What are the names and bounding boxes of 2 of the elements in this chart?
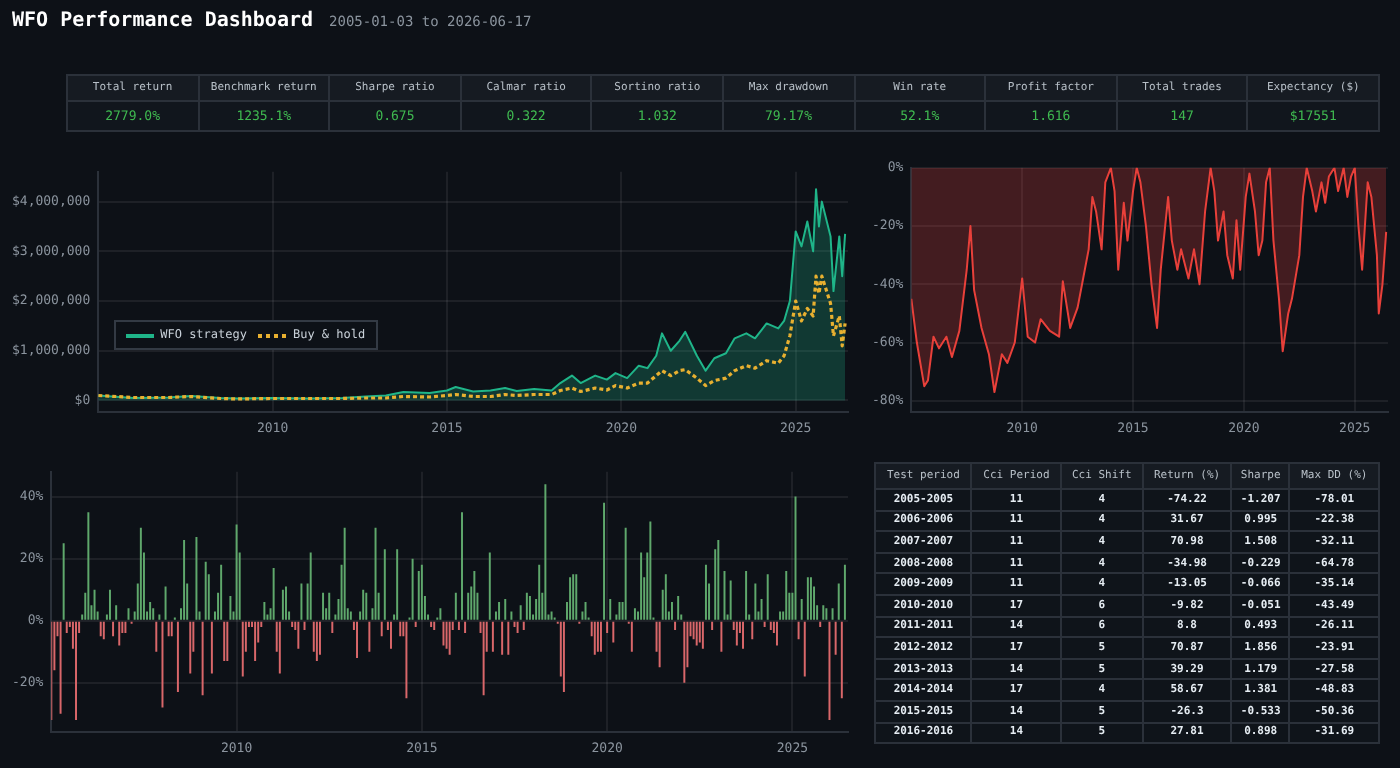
line-series (98, 274, 847, 401)
text: WFO Performance Dashboard (12, 10, 314, 32)
